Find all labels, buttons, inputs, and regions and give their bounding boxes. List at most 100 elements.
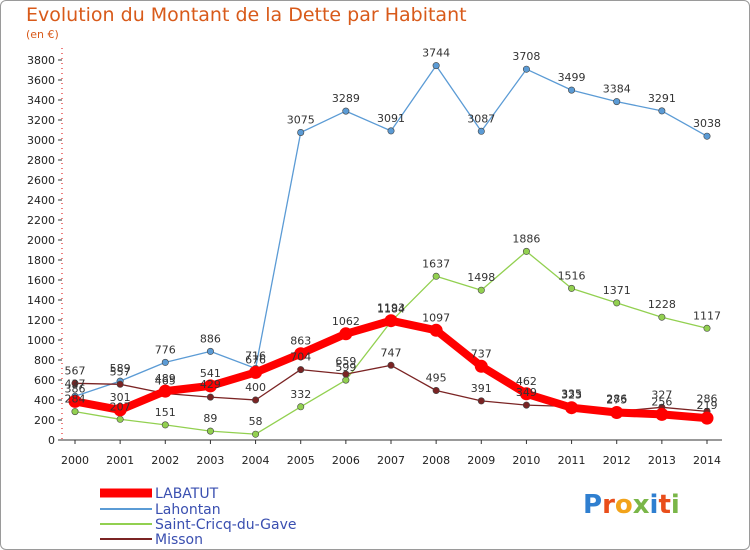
data-label-lahontan: 3087 <box>467 112 495 125</box>
data-label-labatut: 737 <box>471 347 492 360</box>
y-tick-label: 2600 <box>27 174 55 187</box>
data-point-misson <box>71 379 79 387</box>
data-label-saint-cricq-du-gave: 207 <box>110 400 131 413</box>
data-label-labatut: 1097 <box>422 311 450 324</box>
data-point-saint-cricq-du-gave <box>703 324 711 332</box>
data-point-labatut <box>203 379 217 393</box>
y-tick-label: 1200 <box>27 314 55 327</box>
data-label-lahontan: 3038 <box>693 117 721 130</box>
data-point-misson <box>297 366 305 374</box>
data-label-labatut: 301 <box>110 391 131 404</box>
y-tick-label: 600 <box>34 374 55 387</box>
data-point-lahontan <box>568 86 576 94</box>
data-label-labatut: 1193 <box>377 302 405 315</box>
data-label-lahontan: 589 <box>110 362 131 375</box>
data-point-saint-cricq-du-gave <box>613 299 621 307</box>
data-point-saint-cricq-du-gave <box>297 403 305 411</box>
data-point-misson <box>342 370 350 378</box>
y-tick-label: 3400 <box>27 94 55 107</box>
data-label-lahontan: 437 <box>65 377 86 390</box>
data-point-labatut <box>655 407 669 421</box>
data-label-labatut: 863 <box>290 335 311 348</box>
data-point-labatut <box>339 327 353 341</box>
data-point-lahontan <box>703 132 711 140</box>
data-point-saint-cricq-du-gave <box>658 313 666 321</box>
x-tick-label: 2010 <box>512 454 540 467</box>
x-tick-label: 2009 <box>467 454 495 467</box>
y-tick-label: 800 <box>34 354 55 367</box>
data-point-labatut <box>113 403 127 417</box>
x-tick-label: 2014 <box>693 454 721 467</box>
legend-label-misson: Misson <box>155 532 203 548</box>
data-label-misson: 400 <box>245 381 266 394</box>
x-tick-label: 2001 <box>106 454 134 467</box>
y-tick-label: 200 <box>34 414 55 427</box>
x-tick-label: 2005 <box>287 454 315 467</box>
data-point-lahontan <box>206 347 214 355</box>
x-tick-label: 2008 <box>422 454 450 467</box>
data-label-lahontan: 3291 <box>648 92 676 105</box>
data-point-saint-cricq-du-gave <box>206 427 214 435</box>
data-label-misson: 704 <box>290 351 311 364</box>
data-label-lahontan: 3075 <box>287 114 315 127</box>
data-point-labatut <box>429 323 443 337</box>
data-label-lahontan: 3708 <box>512 50 540 63</box>
data-point-lahontan <box>613 98 621 106</box>
legend-label-lahontan: Lahontan <box>155 502 221 518</box>
data-point-lahontan <box>477 127 485 135</box>
data-label-lahontan: 3289 <box>332 92 360 105</box>
data-label-saint-cricq-du-gave: 1637 <box>422 257 450 270</box>
data-label-misson: 495 <box>426 372 447 385</box>
data-label-misson: 747 <box>381 346 402 359</box>
y-tick-label: 2800 <box>27 154 55 167</box>
data-point-misson <box>206 393 214 401</box>
data-label-saint-cricq-du-gave: 1117 <box>693 309 721 322</box>
data-label-misson: 567 <box>65 364 86 377</box>
data-label-labatut: 462 <box>516 375 537 388</box>
x-tick-label: 2013 <box>648 454 676 467</box>
x-tick-label: 2002 <box>151 454 179 467</box>
data-label-misson: 429 <box>200 378 221 391</box>
y-tick-label: 0 <box>48 434 55 447</box>
data-point-labatut <box>610 406 624 419</box>
y-tick-label: 3800 <box>27 54 55 67</box>
data-point-saint-cricq-du-gave <box>116 415 124 423</box>
y-tick-label: 1000 <box>27 334 55 347</box>
data-label-labatut: 323 <box>561 389 582 402</box>
data-label-lahontan: 886 <box>200 332 221 345</box>
data-point-labatut <box>519 387 533 401</box>
data-label-saint-cricq-du-gave: 1371 <box>603 284 631 297</box>
data-label-misson: 349 <box>516 386 537 399</box>
data-point-misson <box>432 386 440 394</box>
data-point-saint-cricq-du-gave <box>252 430 260 438</box>
y-tick-label: 1600 <box>27 274 55 287</box>
data-point-misson <box>252 396 260 404</box>
data-label-labatut: 256 <box>651 395 672 408</box>
y-tick-label: 2200 <box>27 214 55 227</box>
chart-subtitle: (en €) <box>26 28 59 41</box>
data-point-saint-cricq-du-gave <box>161 421 169 429</box>
data-label-labatut: 219 <box>697 399 718 412</box>
data-label-saint-cricq-du-gave: 332 <box>290 388 311 401</box>
data-label-misson: 659 <box>335 355 356 368</box>
data-point-lahontan <box>161 358 169 366</box>
data-point-saint-cricq-du-gave <box>432 272 440 280</box>
chart-title: Evolution du Montant de la Dette par Hab… <box>26 4 467 26</box>
y-tick-label: 3600 <box>27 74 55 87</box>
proxiti-logo: Proxiti <box>583 490 680 520</box>
data-point-lahontan <box>387 127 395 135</box>
data-label-misson: 335 <box>561 388 582 401</box>
data-point-labatut <box>68 394 82 408</box>
y-tick-label: 2000 <box>27 234 55 247</box>
data-label-labatut: 676 <box>245 353 266 366</box>
x-tick-label: 2004 <box>242 454 270 467</box>
data-point-labatut <box>249 365 263 379</box>
data-label-saint-cricq-du-gave: 89 <box>203 412 217 425</box>
legend-label-labatut: LABATUT <box>155 486 219 502</box>
x-tick-label: 2007 <box>377 454 405 467</box>
data-label-lahontan: 776 <box>155 343 176 356</box>
data-point-lahontan <box>432 62 440 70</box>
data-label-lahontan: 3384 <box>603 83 631 96</box>
